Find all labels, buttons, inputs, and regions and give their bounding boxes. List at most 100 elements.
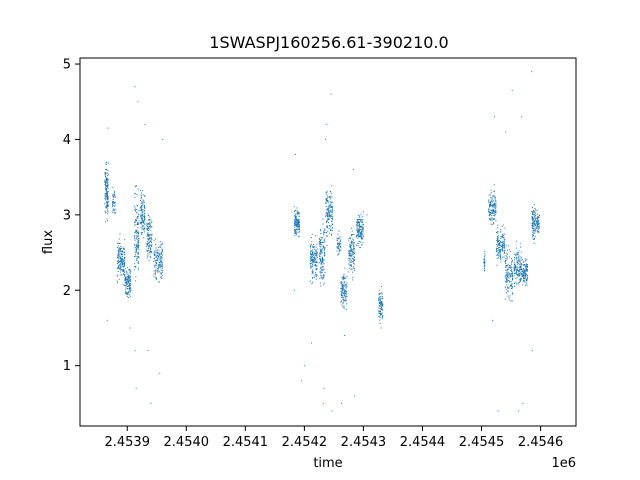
data-point — [161, 261, 163, 263]
data-point — [329, 225, 331, 227]
data-point — [516, 273, 518, 275]
data-point — [516, 268, 518, 270]
data-point — [344, 295, 345, 297]
data-point — [502, 256, 504, 258]
data-point — [320, 268, 322, 270]
data-point — [501, 226, 503, 227]
data-point — [106, 180, 108, 182]
data-point — [325, 211, 327, 213]
data-point — [515, 269, 517, 271]
data-point — [134, 251, 136, 253]
data-point — [525, 270, 527, 272]
data-point — [124, 253, 125, 255]
data-point — [331, 217, 333, 219]
data-point — [117, 256, 118, 258]
data-point — [120, 261, 122, 263]
data-point — [505, 266, 507, 268]
data-point — [322, 257, 323, 259]
data-point — [523, 276, 525, 278]
data-point — [118, 250, 120, 252]
data-point — [141, 222, 143, 224]
data-point — [499, 242, 501, 243]
data-point — [105, 204, 107, 206]
data-point — [122, 270, 124, 272]
data-point — [129, 269, 131, 271]
data-point — [321, 237, 323, 238]
data-point — [343, 288, 345, 290]
data-point — [144, 218, 146, 220]
data-point — [358, 221, 360, 223]
data-point — [483, 266, 485, 268]
data-point — [294, 227, 296, 229]
data-point — [160, 264, 161, 266]
data-point — [521, 259, 523, 261]
data-point — [298, 220, 300, 222]
data-point — [127, 286, 128, 287]
data-point — [341, 284, 343, 286]
data-point — [332, 201, 334, 203]
data-point — [492, 212, 494, 214]
data-point — [319, 253, 320, 255]
data-point — [344, 307, 346, 309]
data-point — [313, 249, 315, 251]
data-point — [327, 200, 329, 201]
data-point — [329, 226, 331, 228]
data-point — [311, 342, 312, 344]
data-point — [312, 246, 314, 248]
data-point — [159, 253, 161, 255]
data-point — [158, 265, 160, 267]
data-point — [503, 246, 505, 248]
data-point — [526, 270, 528, 271]
data-point — [345, 285, 347, 287]
data-point — [514, 264, 516, 266]
data-point — [362, 219, 364, 221]
data-point — [337, 253, 339, 255]
y-tick-label: 3 — [63, 208, 71, 223]
data-point — [154, 270, 156, 272]
data-point — [123, 269, 125, 271]
data-point — [114, 212, 116, 214]
data-point — [123, 263, 125, 265]
data-point — [484, 255, 486, 257]
data-point — [106, 199, 108, 200]
data-point — [512, 286, 514, 288]
data-point — [158, 246, 160, 248]
data-point — [162, 266, 164, 268]
data-point — [508, 277, 510, 279]
data-point — [331, 215, 333, 217]
data-point — [492, 206, 494, 208]
data-point — [506, 278, 508, 280]
data-point — [140, 208, 142, 210]
data-point — [519, 264, 521, 266]
data-point — [148, 251, 150, 253]
data-point — [312, 261, 314, 263]
data-point — [521, 272, 523, 274]
data-point — [509, 284, 511, 286]
data-point — [141, 210, 143, 212]
data-point — [343, 276, 345, 278]
data-point — [332, 208, 334, 210]
data-point — [499, 251, 501, 253]
data-point — [342, 286, 344, 288]
data-point — [322, 223, 324, 225]
data-point — [117, 260, 119, 261]
data-point — [526, 278, 527, 280]
data-point — [484, 261, 486, 263]
data-point — [510, 269, 512, 271]
data-point — [161, 273, 163, 275]
data-point — [501, 241, 503, 243]
data-point — [130, 270, 132, 272]
data-point — [379, 311, 381, 313]
data-point — [315, 250, 317, 252]
data-point — [147, 250, 149, 252]
data-point — [358, 243, 360, 245]
data-point — [137, 217, 139, 219]
data-point — [159, 267, 161, 269]
data-point — [343, 287, 345, 289]
data-point — [351, 256, 353, 258]
data-point — [135, 230, 137, 232]
data-point — [490, 215, 492, 217]
data-point — [509, 280, 510, 282]
data-point — [157, 255, 159, 257]
data-point — [138, 242, 140, 244]
